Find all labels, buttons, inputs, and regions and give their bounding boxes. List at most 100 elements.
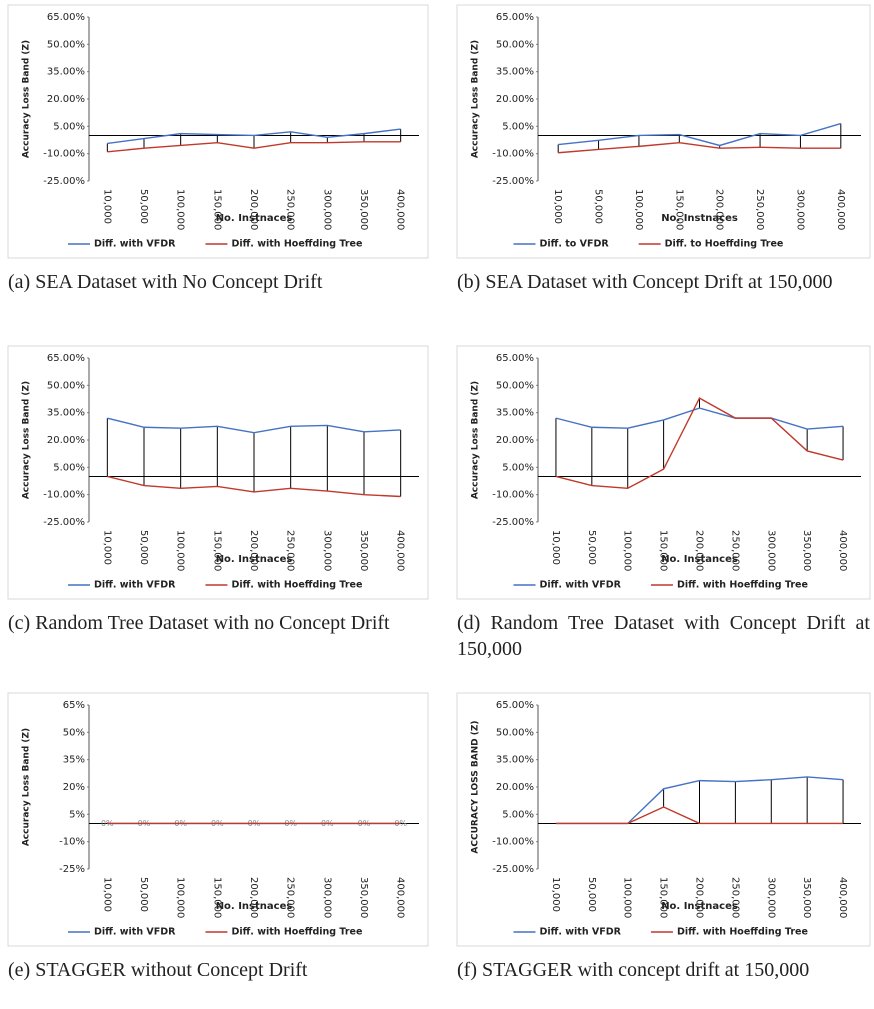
- legend-label: Diff. with Hoeffding Tree: [677, 927, 808, 938]
- y-tick-label: 20.00%: [47, 435, 85, 446]
- y-tick-label: -25.00%: [492, 517, 534, 528]
- x-tick-label: 250,000: [285, 877, 296, 918]
- x-tick-label: 50,000: [586, 530, 597, 565]
- y-tick-label: 50.00%: [496, 39, 534, 50]
- x-tick-label: 400,000: [395, 877, 406, 918]
- y-tick-label: -10.00%: [43, 149, 85, 160]
- x-axis-title: No. Instnaces: [216, 901, 293, 912]
- chart-frame: [7, 4, 429, 259]
- x-tick-label: 200,000: [248, 877, 259, 918]
- x-axis-title: No. Instances: [661, 554, 738, 565]
- x-tick-label: 400,000: [395, 189, 406, 230]
- series-line: [558, 122, 842, 147]
- y-tick-label: 20.00%: [47, 94, 85, 105]
- x-tick-label: 50,000: [586, 877, 597, 912]
- x-tick-label: 250,000: [285, 189, 296, 230]
- legend-label: Diff. with Hoeffding Tree: [231, 580, 362, 591]
- series-line: [555, 407, 844, 430]
- legend-label: Diff. with Hoeffding Tree: [231, 927, 362, 938]
- y-axis-title: Accuracy Loss Band (Z): [471, 40, 481, 158]
- y-tick-label: 35.00%: [47, 408, 85, 419]
- x-tick-label: 200,000: [694, 530, 705, 571]
- y-tick-label: 20.00%: [496, 435, 534, 446]
- x-tick-label: 350,000: [801, 877, 812, 918]
- y-axis-title: Accuracy Loss Band (Z): [22, 381, 32, 499]
- x-tick-label: 10,000: [101, 530, 112, 565]
- y-tick-label: 50.00%: [496, 380, 534, 391]
- x-axis-title: No. Instnaces: [661, 213, 738, 224]
- x-tick-label: 100,000: [175, 530, 186, 571]
- y-axis-title: Accuracy Loss Band (Z): [22, 40, 32, 158]
- x-tick-label: 300,000: [321, 877, 332, 918]
- x-tick-label: 100,000: [622, 530, 633, 571]
- legend-label: Diff. with VFDR: [94, 927, 176, 938]
- x-tick-label: 400,000: [837, 877, 848, 918]
- y-tick-label: -10.00%: [492, 490, 534, 501]
- x-axis-title: No. Instnaces: [216, 554, 293, 565]
- x-tick-label: 250,000: [754, 189, 765, 230]
- chart-frame: [7, 345, 429, 600]
- y-axis-title: Accuracy Loss Band (Z): [22, 728, 32, 846]
- x-tick-label: 350,000: [358, 530, 369, 571]
- y-tick-label: -25.00%: [43, 517, 85, 528]
- y-tick-label: 65.00%: [47, 12, 85, 23]
- series-line: [107, 475, 401, 498]
- caption: (f) STAGGER with concept drift at 150,00…: [457, 959, 810, 981]
- y-tick-label: 35%: [63, 755, 85, 766]
- y-tick-label: 65.00%: [496, 353, 534, 364]
- x-tick-label: 150,000: [211, 189, 222, 230]
- x-tick-label: 400,000: [395, 530, 406, 571]
- x-tick-label: 10,000: [550, 877, 561, 912]
- x-tick-label: 250,000: [729, 877, 740, 918]
- caption: (e) STAGGER without Concept Drift: [8, 959, 308, 981]
- x-tick-label: 150,000: [211, 877, 222, 918]
- x-tick-label: 300,000: [321, 530, 332, 571]
- y-tick-label: -25.00%: [492, 864, 534, 875]
- y-tick-label: 5.00%: [502, 121, 534, 132]
- y-tick-label: 65.00%: [496, 700, 534, 711]
- y-tick-label: 50.00%: [496, 727, 534, 738]
- x-tick-label: 200,000: [248, 189, 259, 230]
- data-label: 0%: [394, 819, 407, 828]
- x-axis-title: No. Instnaces: [216, 213, 293, 224]
- y-tick-label: 5.00%: [53, 462, 85, 473]
- x-tick-label: 200,000: [694, 877, 705, 918]
- y-tick-label: 35.00%: [496, 67, 534, 78]
- y-tick-label: 65.00%: [47, 353, 85, 364]
- x-tick-label: 150,000: [673, 189, 684, 230]
- series-line: [555, 397, 844, 490]
- y-tick-label: -25.00%: [43, 176, 85, 187]
- caption: (c) Random Tree Dataset with no Concept …: [8, 612, 390, 634]
- chart-frame: [456, 345, 871, 600]
- legend-label: Diff. with VFDR: [540, 927, 622, 938]
- legend-label: Diff. to Hoeffding Tree: [665, 239, 784, 250]
- y-tick-label: 5.00%: [502, 809, 534, 820]
- x-tick-label: 350,000: [358, 189, 369, 230]
- y-tick-label: 5.00%: [53, 121, 85, 132]
- x-tick-label: 50,000: [138, 877, 149, 912]
- chart-frame: [456, 692, 871, 947]
- y-tick-label: 35.00%: [496, 755, 534, 766]
- x-tick-label: 250,000: [729, 530, 740, 571]
- y-tick-label: 5.00%: [502, 462, 534, 473]
- x-tick-label: 400,000: [837, 530, 848, 571]
- x-tick-label: 100,000: [175, 877, 186, 918]
- x-tick-label: 350,000: [358, 877, 369, 918]
- x-tick-label: 10,000: [552, 189, 563, 224]
- series-line: [555, 806, 844, 825]
- y-tick-label: 35.00%: [496, 408, 534, 419]
- x-tick-label: 50,000: [138, 189, 149, 224]
- y-tick-label: 65.00%: [496, 12, 534, 23]
- x-tick-label: 10,000: [550, 530, 561, 565]
- y-tick-label: -10.00%: [43, 490, 85, 501]
- x-tick-label: 300,000: [765, 877, 776, 918]
- y-tick-label: 20.00%: [496, 94, 534, 105]
- series-line: [107, 141, 401, 153]
- y-tick-label: -10%: [59, 837, 85, 848]
- y-tick-label: -25.00%: [492, 176, 534, 187]
- x-tick-label: 50,000: [593, 189, 604, 224]
- y-tick-label: 35.00%: [47, 67, 85, 78]
- x-tick-label: 300,000: [794, 189, 805, 230]
